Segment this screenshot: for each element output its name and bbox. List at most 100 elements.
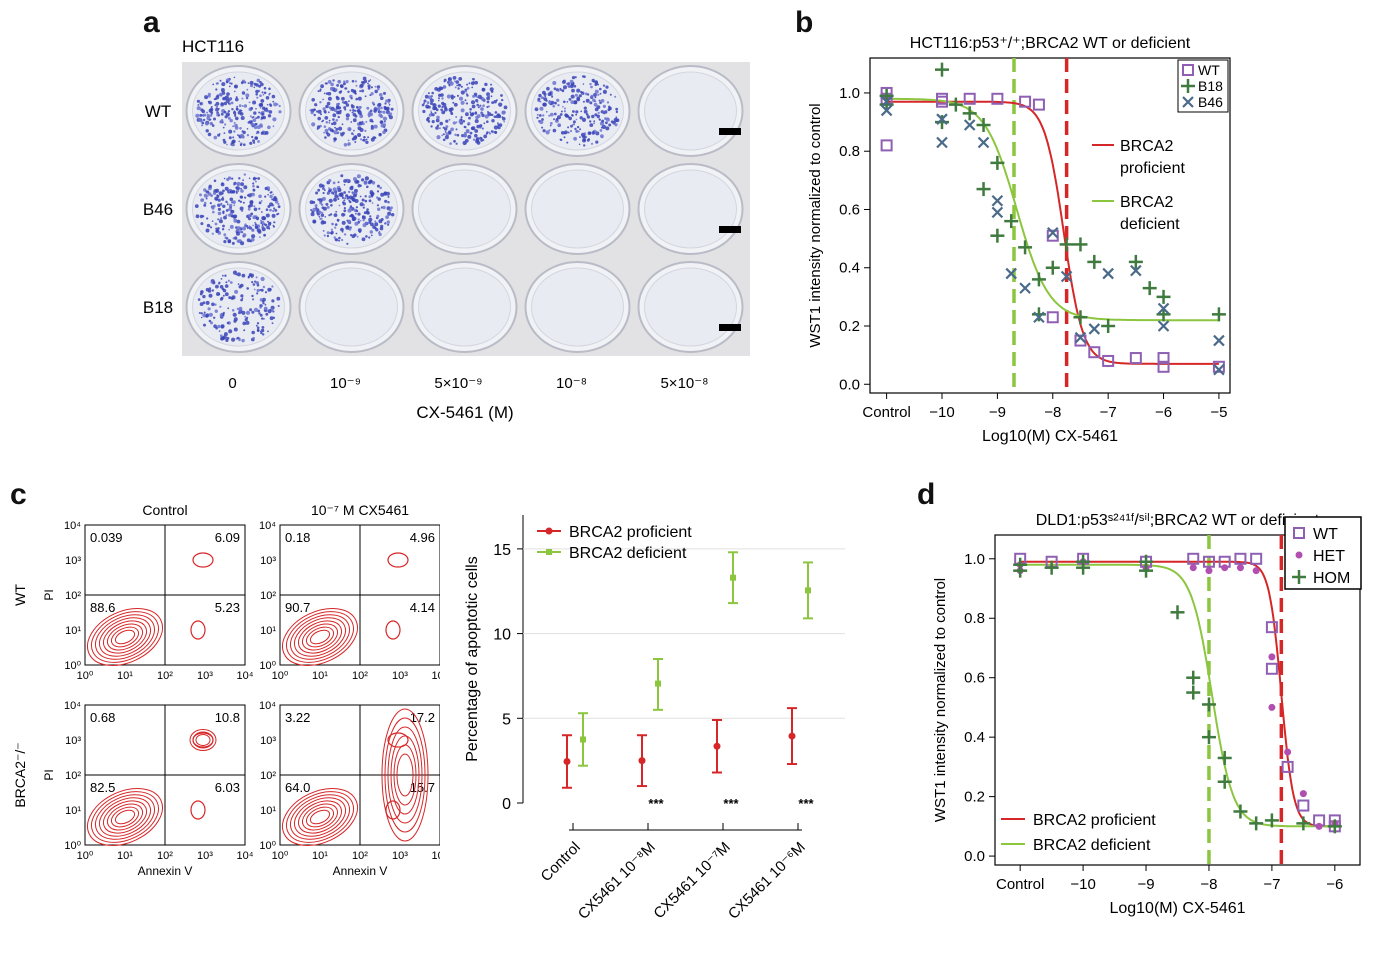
colony [216, 194, 219, 197]
y-tick-label: 0 [502, 796, 511, 813]
colony [374, 85, 377, 88]
colony [593, 120, 596, 123]
colony [233, 327, 238, 332]
colony [260, 331, 263, 335]
colony [370, 92, 374, 96]
data-point [1045, 260, 1060, 275]
flow-y-tick: 10⁴ [64, 700, 81, 712]
colony [337, 79, 342, 84]
colony [208, 119, 211, 121]
colony [269, 202, 274, 207]
data-point [880, 95, 893, 108]
colony [233, 218, 238, 223]
data-point [1046, 229, 1059, 242]
colony [236, 336, 240, 340]
y-axis-label: WST1 intensity normalized to control [807, 103, 824, 347]
colony [322, 119, 325, 122]
colony [323, 187, 326, 190]
colony [373, 109, 377, 113]
colony [257, 177, 260, 180]
y-tick-label: 0.0 [964, 848, 985, 865]
colony [375, 228, 379, 232]
colony [369, 192, 372, 195]
colony [480, 139, 483, 142]
data-point [976, 118, 991, 132]
colony [365, 120, 368, 123]
data-point [1268, 653, 1276, 661]
colony [467, 134, 472, 139]
colony [215, 107, 219, 112]
colony [260, 222, 262, 224]
contour [387, 552, 409, 568]
colony [223, 240, 227, 244]
colony [581, 91, 585, 95]
colony [243, 185, 248, 190]
colony [453, 139, 456, 143]
colony [309, 200, 314, 205]
colony [219, 305, 222, 308]
plate-WT-1 [298, 65, 405, 157]
data-point [1074, 334, 1087, 347]
colony [251, 310, 255, 314]
colony [433, 106, 438, 110]
colony [319, 101, 322, 104]
colony [542, 114, 545, 117]
colony [497, 114, 502, 118]
plate-WT-4 [637, 65, 744, 157]
colony [370, 126, 374, 130]
quadrant-ll: 64.0 [285, 780, 310, 795]
colony [336, 96, 340, 101]
colony [220, 182, 225, 187]
colony [200, 316, 203, 319]
colony [609, 93, 612, 96]
colony [267, 222, 272, 226]
plate-B18-3 [524, 261, 631, 353]
colony [601, 119, 605, 123]
colony [203, 193, 208, 198]
colony [233, 121, 236, 124]
colony [252, 182, 255, 185]
colony [544, 95, 547, 98]
colony [345, 113, 350, 118]
colony [596, 114, 600, 119]
colony [350, 97, 353, 100]
colony [445, 119, 449, 123]
colony [243, 104, 248, 108]
series-BRCA2 deficient [578, 551, 813, 767]
colony [240, 241, 245, 246]
colony [371, 202, 374, 204]
colony [460, 116, 463, 119]
colony [212, 83, 215, 86]
panel-label-a: a [143, 6, 160, 39]
colony [574, 76, 577, 79]
data-point [1044, 560, 1059, 575]
colony [593, 100, 597, 103]
colony [491, 101, 494, 104]
colony [476, 114, 481, 118]
colony [254, 221, 257, 224]
colony [572, 123, 575, 126]
colony [445, 132, 450, 137]
colony [219, 79, 222, 82]
colony [430, 110, 432, 112]
colony [329, 213, 333, 216]
colony [462, 120, 466, 123]
data-point [1201, 697, 1216, 712]
colony [469, 111, 472, 114]
colony [200, 222, 204, 226]
flow-col-title: Control [142, 502, 187, 518]
flow-y-tick: 10² [260, 770, 276, 782]
colony [208, 312, 213, 317]
legend-line-label: proficient [1120, 160, 1185, 177]
colony [431, 113, 435, 117]
colony [202, 313, 207, 318]
colony [327, 91, 332, 96]
data-point [1157, 360, 1170, 373]
colony [438, 97, 440, 100]
data-point [935, 62, 949, 77]
colony [387, 112, 390, 115]
colony [380, 114, 384, 119]
colony [330, 82, 334, 87]
x-tick-label: Control [862, 404, 910, 421]
